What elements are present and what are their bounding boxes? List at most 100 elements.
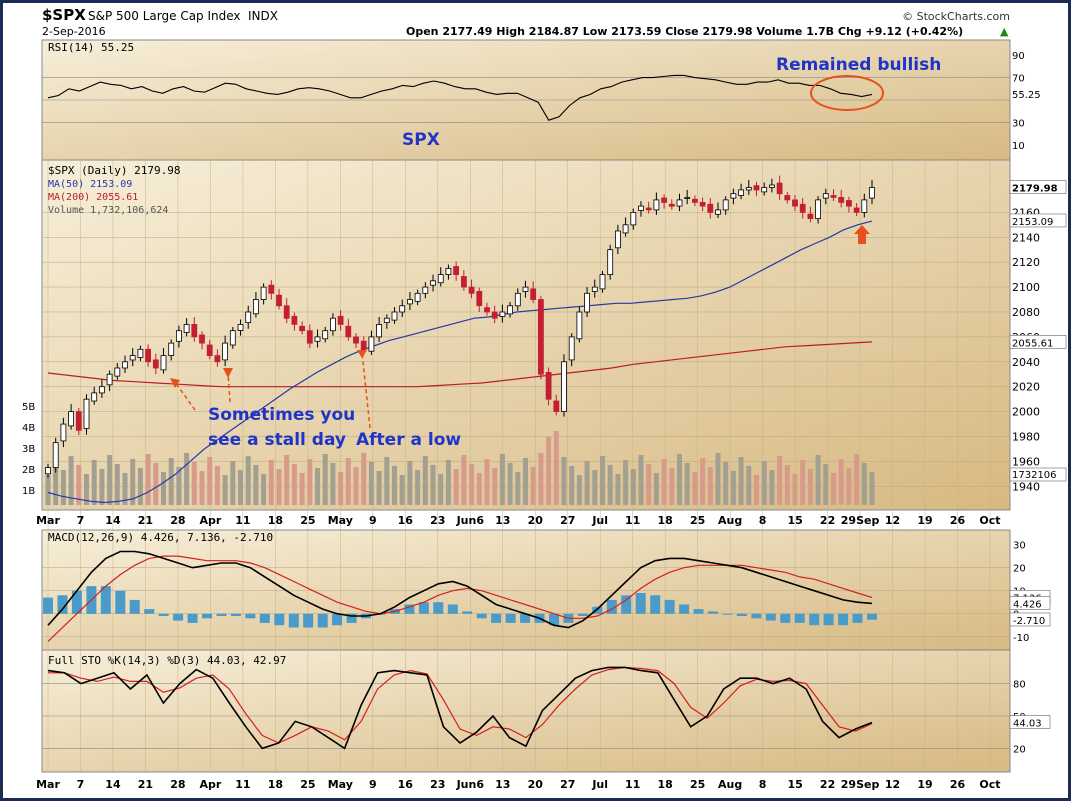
x-tick-label: 27 xyxy=(560,514,575,527)
x-tick-label: 27 xyxy=(560,778,575,791)
x-tick-label: 25 xyxy=(690,778,705,791)
macd-histogram-bar xyxy=(274,613,285,626)
volume-bar xyxy=(684,463,690,505)
candle-body xyxy=(183,323,190,333)
macd-histogram-bar xyxy=(100,586,111,614)
macd-histogram-bar xyxy=(303,613,314,628)
candle-body xyxy=(276,294,282,307)
sto-d-line xyxy=(48,666,873,744)
candle-body xyxy=(815,199,821,219)
exchange: INDX xyxy=(248,9,278,23)
arrow-line-2 xyxy=(227,371,231,403)
candle-body xyxy=(745,187,752,191)
volume-bar xyxy=(576,475,582,505)
macd-histogram-bar xyxy=(144,609,155,614)
candle-body xyxy=(607,249,614,275)
x-tick-label: 12 xyxy=(885,778,900,791)
volume-bar xyxy=(499,454,505,505)
candle-body xyxy=(322,330,329,340)
volume-bar xyxy=(669,468,675,505)
x-tick-label: 19 xyxy=(917,778,932,791)
ma200-legend: MA(200) 2055.61 xyxy=(48,192,138,203)
x-tick-label: 23 xyxy=(430,778,445,791)
volume-bar xyxy=(484,459,490,505)
volume-bar xyxy=(191,462,197,505)
volume-bar xyxy=(238,470,243,505)
volume-bar xyxy=(515,472,521,505)
price-tag xyxy=(1009,180,1067,194)
x-tick-label: 8 xyxy=(759,778,767,791)
x-tick-label: 11 xyxy=(625,514,640,527)
volume-bar xyxy=(415,470,421,505)
candle-body xyxy=(191,323,198,338)
candle-body xyxy=(252,299,259,315)
volume-tick-label: 4B xyxy=(22,423,35,434)
macd-histogram-bar xyxy=(129,599,140,614)
x-tick-label: 14 xyxy=(105,778,121,791)
candle-body xyxy=(484,307,490,313)
price-tick-label: 2140 xyxy=(1012,231,1040,244)
volume-bar xyxy=(376,471,382,505)
macd-histogram-bar xyxy=(621,595,632,614)
price-series xyxy=(45,175,875,504)
stochastic-panel xyxy=(41,649,1011,773)
volume-bar xyxy=(846,468,852,505)
macd-histogram-bar xyxy=(288,613,299,628)
candle-body xyxy=(206,344,213,357)
volume-bar xyxy=(107,455,113,505)
candle-body xyxy=(152,359,159,369)
sto-tag xyxy=(1009,715,1051,729)
volume-bar xyxy=(276,469,282,505)
x-tick-label: 20 xyxy=(528,514,544,527)
sto-k-line xyxy=(47,666,873,750)
candle-body xyxy=(699,201,706,207)
x-tick-label: Mar xyxy=(36,778,60,791)
volume-bar xyxy=(831,473,836,505)
candle-body xyxy=(499,311,506,317)
symbol: $SPX xyxy=(42,6,86,24)
macd-histogram-bar xyxy=(173,613,184,621)
macd-histogram-bar xyxy=(259,613,270,623)
volume-bar xyxy=(584,461,590,505)
candle-body xyxy=(784,195,791,201)
annotation-stall-2: see a stall day xyxy=(208,430,346,450)
macd-histogram-bar xyxy=(809,613,820,626)
macd-histogram-bar xyxy=(722,613,733,615)
candle-body xyxy=(838,196,845,203)
macd-histogram-bar xyxy=(187,613,198,623)
candle-body xyxy=(692,198,698,203)
x-tick-label: 21 xyxy=(138,778,153,791)
price-tick-label: 1940 xyxy=(1012,480,1040,493)
volume-legend: Volume 1,732,106,624 xyxy=(48,205,168,216)
x-tick-label: 22 xyxy=(820,778,835,791)
x-tick-label: 26 xyxy=(950,778,966,791)
volume-bar xyxy=(184,453,190,505)
volume-bar xyxy=(307,459,313,505)
volume-bar xyxy=(653,473,659,505)
annotation-stall-1: Sometimes you xyxy=(208,405,355,425)
candle-body xyxy=(807,213,814,219)
volume-bar xyxy=(492,468,498,505)
x-tick-label: 8 xyxy=(759,514,767,527)
candle-body xyxy=(168,342,175,357)
macd-histogram-bar xyxy=(780,613,791,623)
rsi-title: RSI(14) 55.25 xyxy=(48,41,134,54)
candle-body xyxy=(684,196,691,199)
candle-body xyxy=(730,193,737,199)
volume-tick-label: 2B xyxy=(22,465,35,476)
macd-histogram-bar xyxy=(852,613,863,623)
candle-body xyxy=(129,355,136,361)
macd-histogram-bar xyxy=(592,606,603,614)
volume-bar xyxy=(299,473,305,505)
volume-bar xyxy=(230,461,236,505)
volume-bar xyxy=(692,472,698,505)
volume-bar xyxy=(353,467,359,505)
volume-bar xyxy=(176,467,182,505)
x-tick-label: 28 xyxy=(170,778,185,791)
macd-histogram-bar xyxy=(664,599,675,614)
rsi-tick-label: 90 xyxy=(1012,51,1025,62)
candle-body xyxy=(776,182,783,195)
volume-bar xyxy=(600,456,605,505)
chart-date: 2-Sep-2016 xyxy=(42,25,106,38)
